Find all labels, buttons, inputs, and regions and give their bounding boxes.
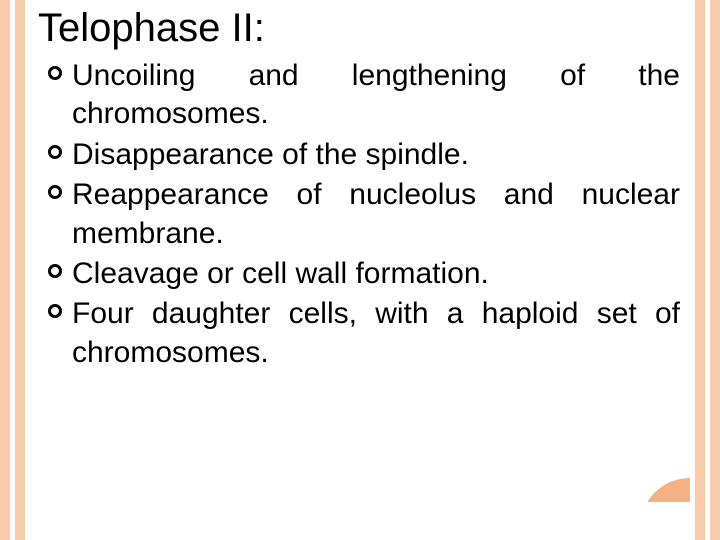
bullet-icon (48, 264, 62, 278)
list-item: Cleavage or cell wall formation. (48, 255, 680, 293)
left-stripe-inner (15, 0, 25, 540)
list-item: Disappearance of the spindle. (48, 136, 680, 174)
list-item: Four daughter cells, with a haploid set … (48, 295, 680, 372)
slide-content: Telophase II: Uncoiling and lengthening … (30, 0, 690, 540)
bullet-text: Disappearance of the spindle. (72, 138, 469, 171)
left-stripe-outer (0, 0, 10, 540)
bullet-icon (48, 185, 62, 199)
bullet-text: Four daughter cells, with a haploid set … (72, 297, 680, 368)
bullet-text: Uncoiling and lengthening of the chromos… (72, 59, 680, 130)
bullet-icon (48, 145, 62, 159)
bullet-icon (48, 304, 62, 318)
bullet-list: Uncoiling and lengthening of the chromos… (38, 57, 680, 372)
bullet-icon (48, 66, 62, 80)
bullet-text: Cleavage or cell wall formation. (72, 257, 489, 290)
list-item: Reappearance of nucleolus and nuclear me… (48, 176, 680, 253)
bullet-text: Reappearance of nucleolus and nuclear me… (72, 178, 680, 249)
right-stripe-inner (695, 0, 705, 540)
list-item: Uncoiling and lengthening of the chromos… (48, 57, 680, 134)
right-stripe-outer (710, 0, 720, 540)
slide-title: Telophase II: (38, 6, 680, 51)
